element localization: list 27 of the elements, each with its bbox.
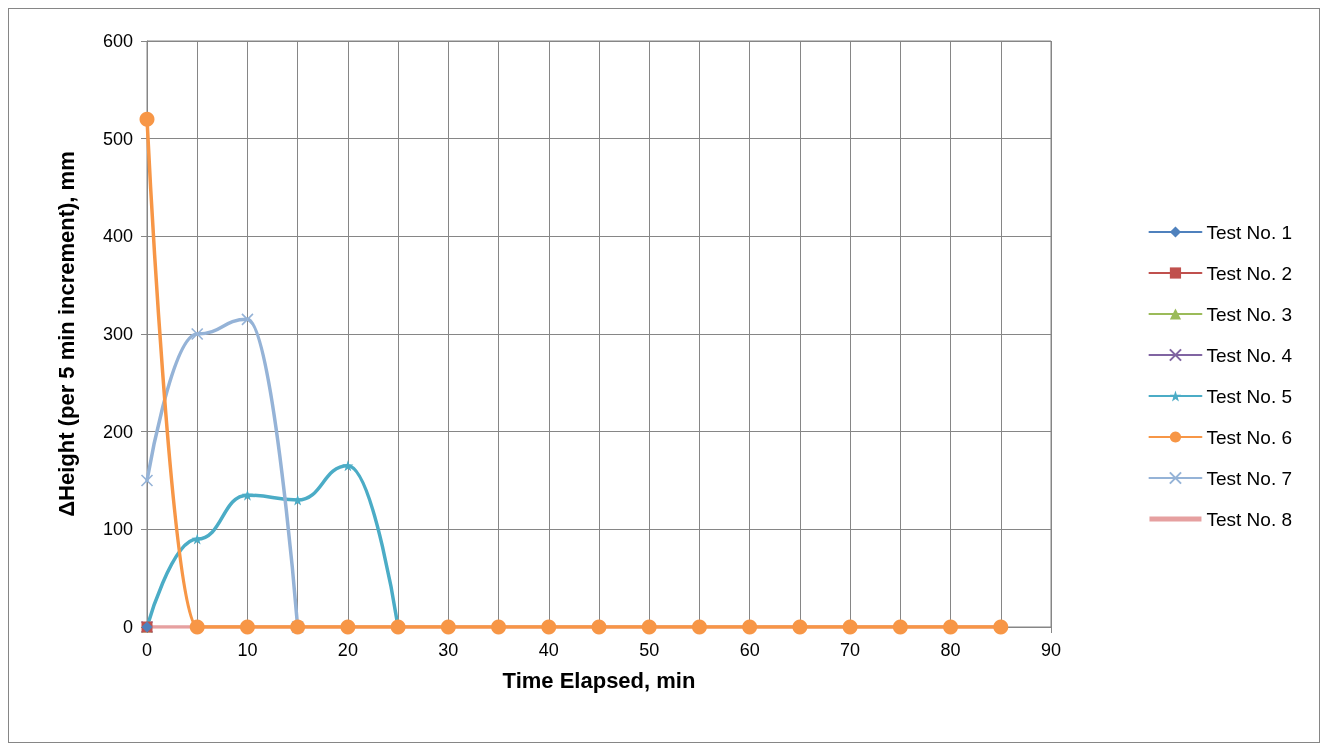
- legend-label: Test No. 8: [1206, 508, 1293, 530]
- legend-label: Test No. 6: [1206, 426, 1293, 448]
- y-tick-label: 400: [102, 226, 133, 247]
- y-axis-title: ΔHeight (per 5 min increment), mm: [53, 151, 79, 517]
- legend-label: Test No. 3: [1206, 303, 1293, 325]
- y-tick-label: 200: [102, 421, 133, 442]
- legend-label: Test No. 2: [1206, 262, 1293, 284]
- x-tick-label: 70: [840, 640, 861, 660]
- x-tick-label: 30: [438, 640, 459, 660]
- x-tick-label: 40: [538, 640, 559, 660]
- x-tick-label: 0: [141, 640, 153, 660]
- x-tick-label: 80: [940, 640, 961, 660]
- y-tick-label: 600: [102, 31, 133, 51]
- x-tick-label: 20: [337, 640, 358, 660]
- legend-label: Test No. 4: [1206, 344, 1293, 366]
- y-tick-label: 500: [102, 128, 133, 149]
- x-tick-label: 50: [639, 640, 660, 660]
- legend-label: Test No. 1: [1206, 221, 1293, 243]
- x-axis-title: Time Elapsed, min: [502, 667, 696, 693]
- y-tick-label: 100: [102, 519, 133, 540]
- x-tick-label: 90: [1040, 640, 1062, 660]
- x-tick-label: 10: [237, 640, 258, 660]
- legend-label: Test No. 5: [1206, 385, 1293, 407]
- legend-label: Test No. 7: [1206, 467, 1293, 489]
- y-tick-label: 0: [122, 617, 133, 637]
- y-tick-label: 300: [102, 324, 133, 344]
- x-tick-label: 60: [739, 640, 760, 660]
